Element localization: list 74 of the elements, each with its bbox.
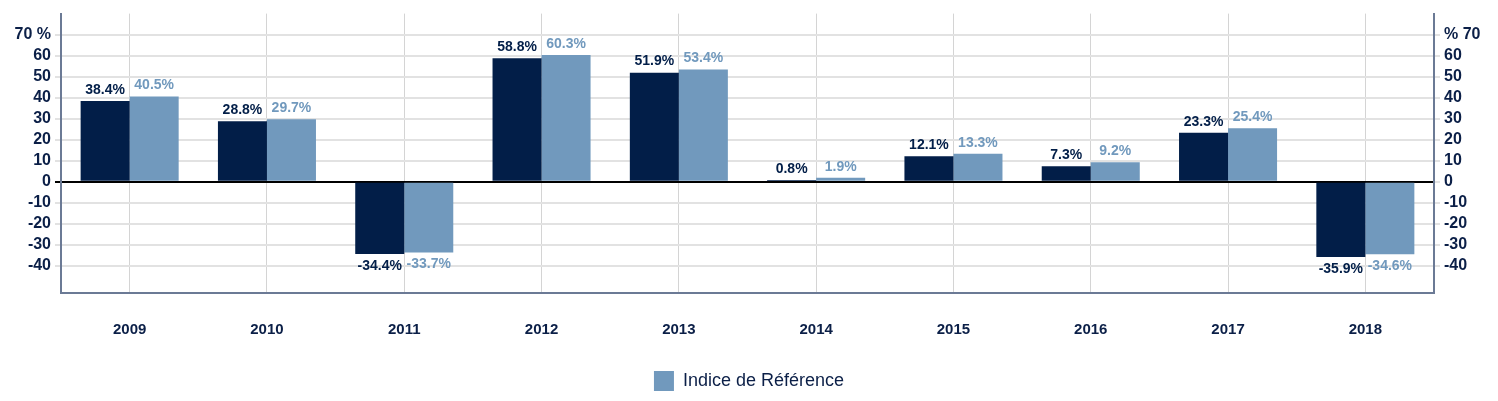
data-label: -33.7% (406, 255, 452, 272)
y-tick-label: 20 (33, 130, 52, 148)
x-tick-label: 2009 (112, 320, 147, 338)
x-tick-label: 2016 (1074, 320, 1108, 338)
y-tick-label: 30 (33, 109, 52, 127)
y2-tick-label: 60 (1444, 46, 1462, 64)
y-tick-label: 50 (33, 67, 52, 85)
y2-tick-label: 30 (1444, 109, 1462, 127)
y-tick-label: 10 (33, 151, 52, 169)
x-tick-label: 2012 (524, 320, 559, 338)
bar (1316, 182, 1366, 258)
data-label: 23.3% (1183, 112, 1224, 129)
x-tick-label: 2017 (1211, 320, 1245, 338)
y-tick-label: 40 (33, 88, 52, 106)
bar (1090, 162, 1140, 181)
x-tick-label: 2018 (1348, 320, 1383, 338)
bar (678, 69, 728, 181)
data-label: -35.9% (1318, 259, 1364, 276)
bar (492, 58, 542, 181)
data-label: -34.6% (1367, 257, 1413, 274)
bar (904, 156, 954, 181)
bar (629, 72, 679, 181)
y2-tick-label: -30 (1444, 235, 1468, 253)
y2-tick-label: 10 (1444, 151, 1462, 169)
y-tick-label: 70 % (14, 25, 51, 43)
y-tick-label: 60 (33, 46, 52, 64)
bar (129, 96, 179, 181)
y-tick-label: -40 (27, 256, 52, 274)
bar (355, 182, 405, 254)
data-label: -34.4% (357, 256, 403, 273)
y-tick-label: 0 (42, 172, 52, 190)
bar (953, 153, 1003, 181)
y2-tick-label: 0 (1444, 172, 1453, 190)
data-label: 7.3% (1050, 146, 1083, 163)
y2-tick-label: -20 (1444, 214, 1468, 232)
data-label: 38.4% (85, 80, 126, 97)
bar (541, 54, 591, 181)
x-tick-label: 2013 (662, 320, 696, 338)
x-tick-label: 2010 (250, 320, 284, 338)
y-tick-label: -30 (27, 235, 52, 253)
bar (217, 121, 267, 181)
bar (1228, 128, 1278, 181)
data-label: 28.8% (222, 101, 263, 118)
data-label: 58.8% (497, 38, 538, 54)
data-label: 9.2% (1099, 142, 1132, 159)
bar (1041, 166, 1091, 181)
data-label: 1.9% (824, 157, 858, 174)
bar (80, 100, 130, 181)
y2-tick-label: 40 (1444, 88, 1462, 106)
data-label: 12.1% (909, 136, 950, 153)
data-label: 29.7% (271, 99, 312, 116)
bar (266, 119, 316, 181)
bar (1179, 132, 1229, 181)
legend-label: Indice de Référence (682, 369, 845, 390)
y2-tick-label: 20 (1444, 130, 1462, 148)
y-tick-label: -10 (27, 193, 52, 211)
data-label: 25.4% (1232, 108, 1273, 125)
x-tick-label: 2014 (799, 320, 834, 338)
y2-tick-label: -10 (1444, 193, 1468, 211)
bar (816, 177, 866, 181)
x-tick-label: 2011 (387, 320, 421, 338)
y2-tick-label: % 70 (1444, 25, 1481, 43)
data-label: 0.8% (775, 159, 809, 176)
data-label: 13.3% (958, 133, 999, 150)
y2-tick-label: 50 (1444, 67, 1462, 85)
bar (404, 182, 454, 253)
y2-tick-label: -40 (1444, 256, 1468, 274)
bar (1365, 182, 1415, 255)
data-label: 53.4% (683, 49, 724, 66)
x-tick-label: 2015 (936, 320, 971, 338)
data-label: 40.5% (134, 76, 175, 93)
data-label: 51.9% (634, 52, 675, 69)
y-tick-label: -20 (27, 214, 52, 232)
data-label: 60.3% (546, 34, 587, 51)
